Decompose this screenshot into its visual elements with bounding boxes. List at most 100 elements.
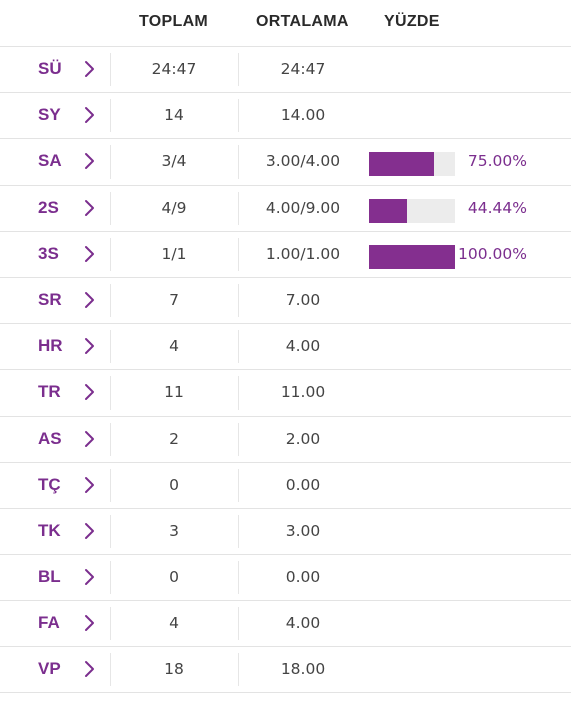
column-divider xyxy=(238,283,239,318)
table-row[interactable]: SR 7 7.00 xyxy=(0,276,571,323)
column-divider xyxy=(238,653,239,686)
average-value: 3.00/4.00 xyxy=(265,152,341,171)
average-value: 14.00 xyxy=(280,106,326,125)
column-header-average: ORTALAMA xyxy=(256,13,349,30)
table-row[interactable]: TR 11 11.00 xyxy=(0,369,571,415)
column-divider xyxy=(110,468,111,502)
chevron-right-icon[interactable] xyxy=(83,521,97,541)
average-value: 11.00 xyxy=(280,383,326,402)
total-value: 4/9 xyxy=(161,198,187,217)
average-value: 7.00 xyxy=(285,290,321,309)
column-divider xyxy=(238,376,239,410)
total-value: 7 xyxy=(169,290,179,309)
column-divider xyxy=(110,422,111,456)
total-value: 0 xyxy=(169,568,179,587)
column-divider xyxy=(110,237,111,271)
average-value: 3.00 xyxy=(285,521,321,540)
percent-bar-fill xyxy=(369,244,455,269)
total-value: 4 xyxy=(169,337,179,356)
column-header-percent: YÜZDE xyxy=(384,13,440,30)
table-row[interactable]: 3S 1/1 1.00/1.00 100.00% xyxy=(0,230,571,277)
table-row[interactable]: VP 18 18.00 xyxy=(0,646,571,693)
percent-value: 44.44% xyxy=(467,198,527,217)
total-value: 24:47 xyxy=(151,60,197,78)
column-divider xyxy=(110,283,111,318)
column-divider xyxy=(238,330,239,364)
column-divider xyxy=(238,99,239,133)
stat-abbreviation: SY xyxy=(38,105,61,125)
column-divider xyxy=(110,330,111,364)
stats-header: TOPLAM ORTALAMA YÜZDE xyxy=(0,0,571,46)
chevron-right-icon[interactable] xyxy=(83,290,97,310)
stat-abbreviation: VP xyxy=(38,659,61,679)
table-row[interactable]: 2S 4/9 4.00/9.00 44.44% xyxy=(0,184,571,231)
stat-abbreviation: SA xyxy=(38,151,62,171)
average-value: 0.00 xyxy=(285,568,321,587)
total-value: 4 xyxy=(169,614,179,633)
total-value: 3/4 xyxy=(161,152,187,171)
percent-bar xyxy=(369,152,455,177)
chevron-right-icon[interactable] xyxy=(83,105,97,125)
table-row[interactable]: SÜ 24:47 24:47 xyxy=(0,46,571,92)
stat-abbreviation: BL xyxy=(38,567,61,587)
table-row[interactable]: FA 4 4.00 xyxy=(0,600,571,646)
stat-abbreviation: FA xyxy=(38,613,60,633)
column-divider xyxy=(238,53,239,87)
column-divider xyxy=(110,53,111,87)
average-value: 0.00 xyxy=(285,475,321,494)
column-divider xyxy=(110,99,111,133)
average-value: 4.00/9.00 xyxy=(265,198,341,217)
chevron-right-icon[interactable] xyxy=(83,382,97,402)
percent-bar-fill xyxy=(369,198,408,223)
column-header-total: TOPLAM xyxy=(139,13,209,30)
stats-table: SÜ 24:47 24:47 SY 14 14.00 SA 3/4 3.00/4.00 75.00… xyxy=(0,46,571,693)
column-divider xyxy=(238,561,239,595)
table-row[interactable]: TK 3 3.00 xyxy=(0,507,571,554)
stat-abbreviation: TR xyxy=(38,382,61,402)
percent-value: 100.00% xyxy=(458,244,527,263)
column-divider xyxy=(110,561,111,595)
average-value: 4.00 xyxy=(285,337,321,356)
chevron-right-icon[interactable] xyxy=(83,151,97,171)
column-divider xyxy=(110,376,111,410)
table-row[interactable]: BL 0 0.00 xyxy=(0,554,571,600)
chevron-right-icon[interactable] xyxy=(83,429,97,449)
chevron-right-icon[interactable] xyxy=(83,475,97,495)
chevron-right-icon[interactable] xyxy=(83,613,97,633)
chevron-right-icon[interactable] xyxy=(83,59,97,79)
stat-abbreviation: TÇ xyxy=(38,474,61,494)
percent-value: 75.00% xyxy=(467,152,527,171)
total-value: 14 xyxy=(164,106,184,125)
total-value: 1/1 xyxy=(161,244,187,263)
chevron-right-icon[interactable] xyxy=(83,336,97,356)
column-divider xyxy=(238,468,239,502)
table-row[interactable]: HR 4 4.00 xyxy=(0,323,571,369)
average-value: 24:47 xyxy=(280,60,326,78)
column-divider xyxy=(238,422,239,456)
chevron-right-icon[interactable] xyxy=(83,567,97,587)
total-value: 0 xyxy=(169,475,179,494)
column-divider xyxy=(238,145,239,179)
table-row[interactable]: SY 14 14.00 xyxy=(0,92,571,138)
stat-abbreviation: HR xyxy=(38,336,63,356)
table-row[interactable]: SA 3/4 3.00/4.00 75.00% xyxy=(0,138,571,184)
column-divider xyxy=(238,237,239,271)
percent-bar-fill xyxy=(369,152,434,177)
percent-bar xyxy=(369,244,455,269)
average-value: 2.00 xyxy=(285,429,321,448)
column-divider xyxy=(110,191,111,225)
column-divider xyxy=(110,607,111,641)
stat-abbreviation: 3S xyxy=(38,243,59,263)
stat-abbreviation: 2S xyxy=(38,197,59,217)
stat-abbreviation: AS xyxy=(38,428,62,448)
chevron-right-icon[interactable] xyxy=(83,244,97,264)
column-divider xyxy=(238,607,239,641)
chevron-right-icon[interactable] xyxy=(83,198,97,218)
total-value: 18 xyxy=(164,660,184,679)
table-row[interactable]: TÇ 0 0.00 xyxy=(0,461,571,508)
column-divider xyxy=(110,145,111,179)
chevron-right-icon[interactable] xyxy=(83,659,97,679)
table-row[interactable]: AS 2 2.00 xyxy=(0,415,571,462)
stat-abbreviation: SR xyxy=(38,289,62,309)
average-value: 18.00 xyxy=(280,660,326,679)
